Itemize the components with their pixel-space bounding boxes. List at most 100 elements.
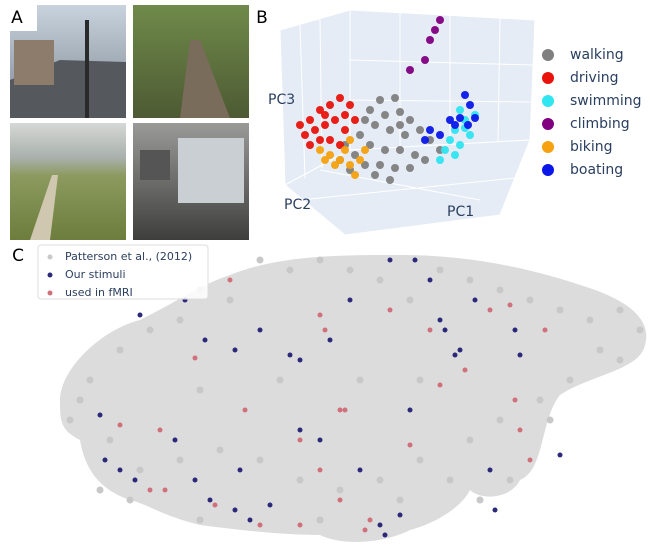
point [288,353,293,358]
legend-label: Our stimuli [65,268,126,281]
point [341,126,349,134]
point [537,397,544,404]
point [296,121,304,129]
point [441,146,449,154]
point [277,377,284,384]
point [416,126,424,134]
legend-label: swimming [570,93,642,109]
point [617,357,624,364]
legend-marker [48,273,53,278]
point [438,383,443,388]
point [208,498,213,503]
point [347,267,354,274]
legend-label: boating [570,162,623,178]
point [391,164,399,172]
point [268,503,273,508]
point [386,176,394,184]
point [421,56,429,64]
point [368,518,373,523]
point [406,116,414,124]
point [477,497,484,504]
point [343,408,348,413]
point [117,347,124,354]
axis-label: PC3 [268,92,295,108]
point [397,497,404,504]
point [388,258,393,263]
point [426,126,434,134]
point [228,278,233,283]
point [233,508,238,513]
point [381,146,389,154]
point [346,136,354,144]
point [351,116,359,124]
page: {"panel_labels": ["A", "B", "C"], "chart… [0,0,651,545]
axis-label: PC1 [447,204,474,220]
point [513,328,518,333]
point [466,131,474,139]
point [331,116,339,124]
legend-label: used in fMRI [65,286,133,299]
point [417,377,424,384]
photo-detail [178,138,244,203]
point [311,126,319,134]
point [377,277,384,284]
point [321,111,329,119]
point [306,116,314,124]
point [381,111,389,119]
point [386,126,394,134]
point [456,114,464,122]
point [298,358,303,363]
photo-dunes [10,123,126,240]
point [428,328,433,333]
point [203,338,208,343]
point [417,457,424,464]
point [453,353,458,358]
point [413,258,418,263]
point [597,347,604,354]
point [451,151,459,159]
point [426,36,434,44]
point [376,96,384,104]
point [298,428,303,433]
point [323,328,328,333]
point [148,488,153,493]
point [248,518,253,523]
point [547,417,554,424]
point [356,156,364,164]
point [348,298,353,303]
point [287,267,294,274]
photo-detail [85,20,89,118]
point [371,171,379,179]
legend-marker [542,141,554,153]
point [518,353,523,358]
point [98,413,103,418]
point [341,146,349,154]
point [257,257,264,264]
point [497,287,504,294]
point [557,307,564,314]
point [443,328,448,333]
axis-label: PC2 [284,197,311,213]
point [421,136,429,144]
point [318,313,323,318]
point [197,517,204,524]
point [328,338,333,343]
point [177,457,184,464]
point [507,477,514,484]
point [326,101,334,109]
point [543,328,548,333]
point [391,94,399,102]
photos [10,5,249,240]
legend-label: walking [570,47,624,63]
point [366,106,374,114]
point [411,151,419,159]
point [401,131,409,139]
point [133,478,138,483]
point [316,146,324,154]
point [326,136,334,144]
legend-marker [542,72,554,84]
point [467,437,474,444]
point [388,308,393,313]
point [351,171,359,179]
point [137,467,144,474]
